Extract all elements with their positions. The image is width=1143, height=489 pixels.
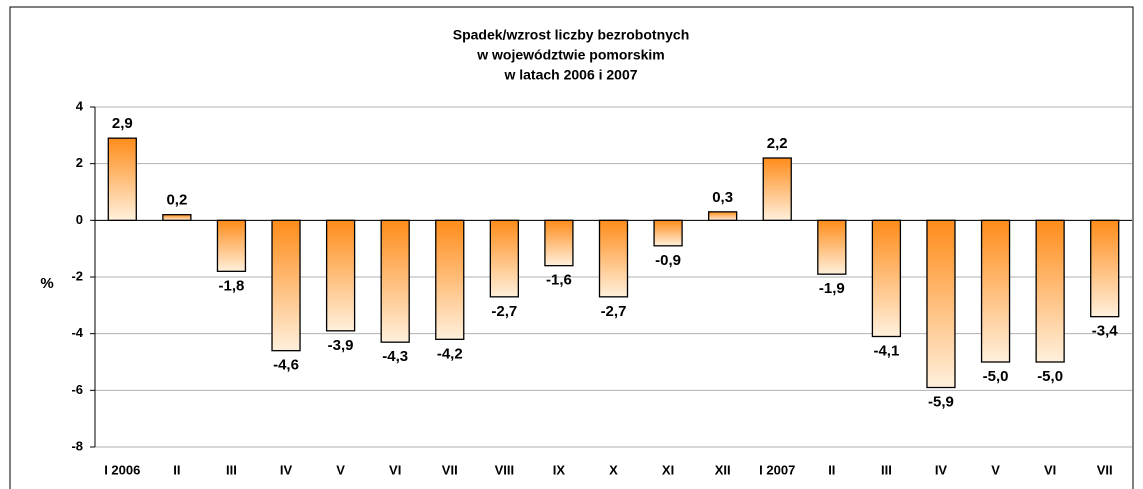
chart-title: Spadek/wzrost liczby bezrobotnych: [453, 27, 690, 43]
y-tick-label: -6: [71, 382, 83, 397]
bar: [1090, 219, 1120, 318]
data-label: 0,3: [712, 189, 733, 206]
data-label: -5,0: [983, 368, 1009, 385]
bar: [817, 219, 847, 275]
data-label: -5,9: [928, 393, 954, 410]
x-tick-label: IV: [280, 462, 293, 477]
bar: [871, 219, 902, 338]
bar: [216, 219, 247, 272]
bar: [489, 219, 519, 298]
data-label: -4,1: [873, 342, 899, 359]
x-tick-label: III: [881, 462, 892, 477]
x-tick-label: II: [173, 462, 180, 477]
data-label: -5,0: [1037, 368, 1063, 385]
bar: [544, 219, 574, 267]
bar: [271, 219, 301, 352]
bar: [325, 219, 356, 332]
x-tick-label: I 2006: [104, 462, 140, 477]
data-label: -3,9: [328, 337, 354, 354]
data-label: -1,9: [819, 280, 845, 297]
bar: [598, 219, 629, 298]
x-tick-label: IV: [935, 462, 948, 477]
bar: [926, 219, 956, 389]
x-tick-label: XII: [715, 462, 731, 477]
x-tick-label: VII: [442, 462, 458, 477]
chart-title: w województwie pomorskim: [476, 47, 664, 63]
x-tick-label: VI: [389, 462, 401, 477]
data-label: -4,3: [382, 348, 408, 365]
data-label: -1,6: [546, 272, 572, 289]
data-label: 2,2: [767, 135, 788, 152]
bar: [435, 219, 465, 340]
bar: [762, 157, 792, 221]
data-label: 0,2: [166, 192, 187, 209]
bar: [708, 211, 738, 221]
bar: [1035, 219, 1065, 363]
x-tick-label: III: [226, 462, 237, 477]
data-label: 2,9: [112, 115, 133, 132]
x-tick-label: X: [609, 462, 618, 477]
data-label: -4,6: [273, 357, 299, 374]
bar: [980, 219, 1011, 363]
data-label: -2,7: [601, 303, 627, 320]
y-tick-label: 4: [76, 98, 84, 113]
bar: [380, 219, 410, 343]
y-tick-label: 0: [76, 212, 83, 227]
x-tick-label: VI: [1044, 462, 1056, 477]
data-label: -3,4: [1092, 323, 1119, 340]
data-label: -1,8: [219, 277, 245, 294]
x-tick-label: IX: [553, 462, 566, 477]
data-label: -2,7: [491, 303, 517, 320]
y-tick-label: 2: [76, 155, 83, 170]
y-axis-label: %: [40, 275, 53, 292]
x-tick-label: V: [991, 462, 1000, 477]
data-label: -4,2: [437, 345, 463, 362]
bar: [107, 137, 137, 221]
x-tick-label: I 2007: [759, 462, 795, 477]
x-tick-label: II: [828, 462, 835, 477]
y-tick-label: -4: [71, 325, 83, 340]
chart-title: w latach 2006 i 2007: [503, 67, 637, 83]
x-tick-label: VIII: [495, 462, 515, 477]
y-tick-label: -8: [71, 438, 83, 453]
bar: [653, 219, 683, 247]
x-tick-label: VII: [1097, 462, 1113, 477]
y-tick-label: -2: [71, 268, 83, 283]
x-tick-label: XI: [662, 462, 674, 477]
x-tick-label: V: [336, 462, 345, 477]
bar: [162, 214, 192, 221]
data-label: -0,9: [655, 252, 681, 269]
